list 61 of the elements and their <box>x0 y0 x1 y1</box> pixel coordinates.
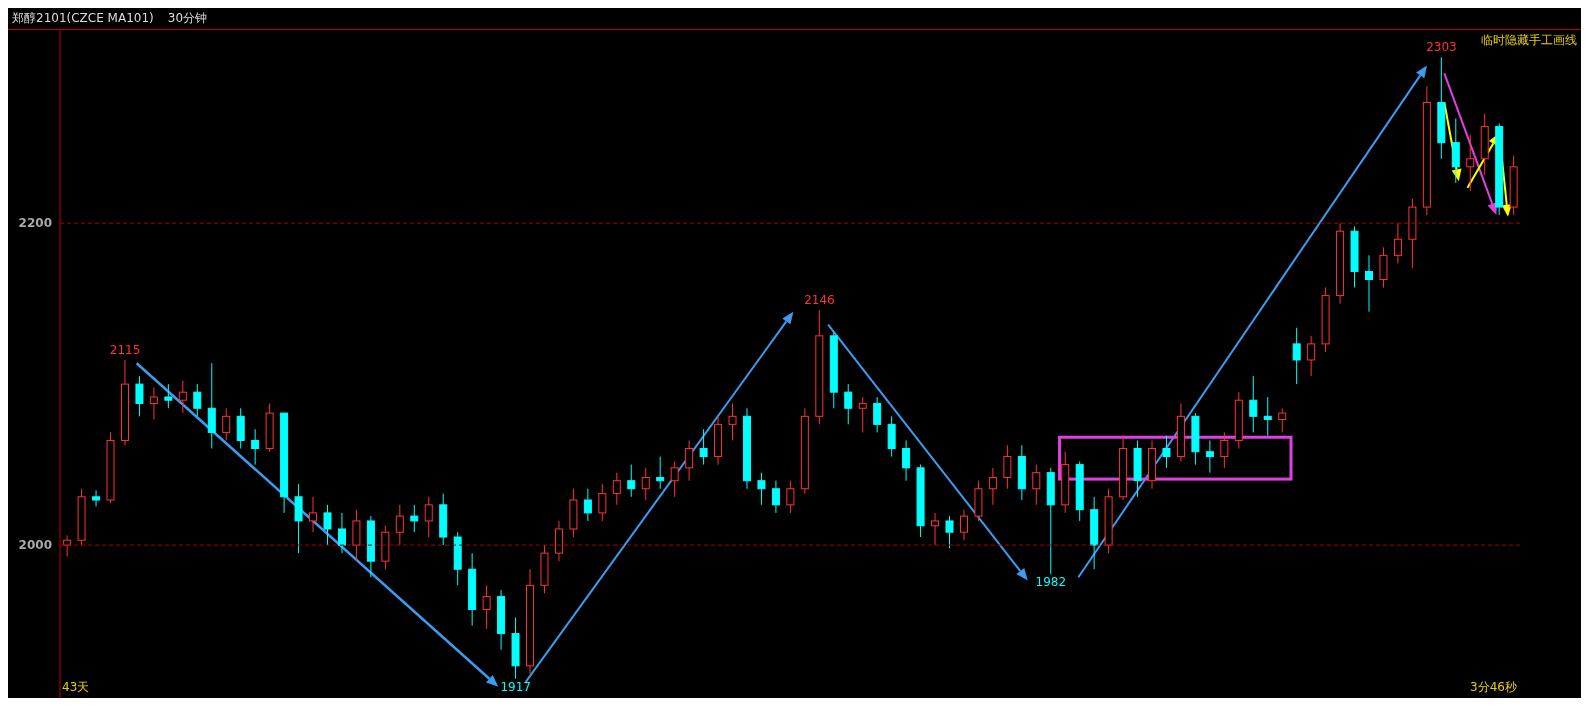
candlestick <box>656 456 665 490</box>
candlestick <box>1365 254 1373 313</box>
candlestick <box>771 480 780 514</box>
candlestick <box>164 383 173 409</box>
candlestick <box>410 504 419 533</box>
candlestick <box>988 467 997 506</box>
candlestick <box>1003 444 1012 490</box>
candlestick <box>858 396 867 433</box>
candlestick <box>395 504 404 546</box>
candlestick <box>1278 407 1287 433</box>
annotation: 1982 <box>1035 575 1067 590</box>
y-tick-label: 2200 <box>18 216 52 231</box>
candlestick <box>844 383 853 425</box>
annotation: 2115 <box>109 342 141 357</box>
candlestick <box>424 496 433 538</box>
candlestick <box>309 496 318 533</box>
candlestick <box>251 428 260 466</box>
chart-title: 郑醇2101(CZCE MA101) <box>12 11 154 25</box>
candlestick <box>337 512 346 554</box>
annotation: 2146 <box>804 293 835 308</box>
candlestick <box>959 509 968 541</box>
candlestick <box>685 439 694 482</box>
candlestick <box>902 439 911 482</box>
candlestick <box>641 467 650 501</box>
candlestick <box>1162 435 1171 469</box>
candlestick <box>612 472 621 506</box>
candlestick <box>627 464 636 498</box>
candlestick <box>598 483 607 522</box>
candlestick <box>757 472 766 506</box>
candlestick <box>670 460 679 498</box>
annotation: 2303 <box>1426 40 1457 55</box>
candlestick <box>222 407 231 441</box>
candlestick <box>323 504 332 546</box>
candlestick <box>1249 375 1258 433</box>
candlestick <box>135 375 144 417</box>
candlestick <box>1393 222 1402 264</box>
candlestick <box>786 480 795 514</box>
candlestick <box>873 396 882 433</box>
candlestick <box>699 428 708 466</box>
candlestick <box>482 584 491 630</box>
y-tick-label: 2000 <box>18 538 52 553</box>
candlestick <box>149 386 158 421</box>
candlestick <box>1205 439 1214 474</box>
annotation: 1917 <box>500 679 531 694</box>
candlestick <box>1032 464 1041 506</box>
candlestick <box>728 402 737 441</box>
annotation: 3分46秒 <box>1470 679 1517 696</box>
candlestick <box>931 512 940 546</box>
candlestick <box>178 380 187 414</box>
annotation: 43天 <box>62 679 90 696</box>
candlestick <box>1466 134 1475 192</box>
candlestick <box>92 489 101 507</box>
candlestick <box>193 383 202 417</box>
candlestick <box>1292 327 1301 385</box>
candlestick <box>1263 396 1272 437</box>
chart-subtitle: 30分钟 <box>167 11 208 25</box>
candlestick <box>583 488 592 522</box>
candlestick <box>945 515 954 549</box>
candlestick <box>1220 431 1229 469</box>
candlestick <box>1307 335 1316 377</box>
annotation: 临时隐藏手工画线 <box>1481 32 1577 49</box>
